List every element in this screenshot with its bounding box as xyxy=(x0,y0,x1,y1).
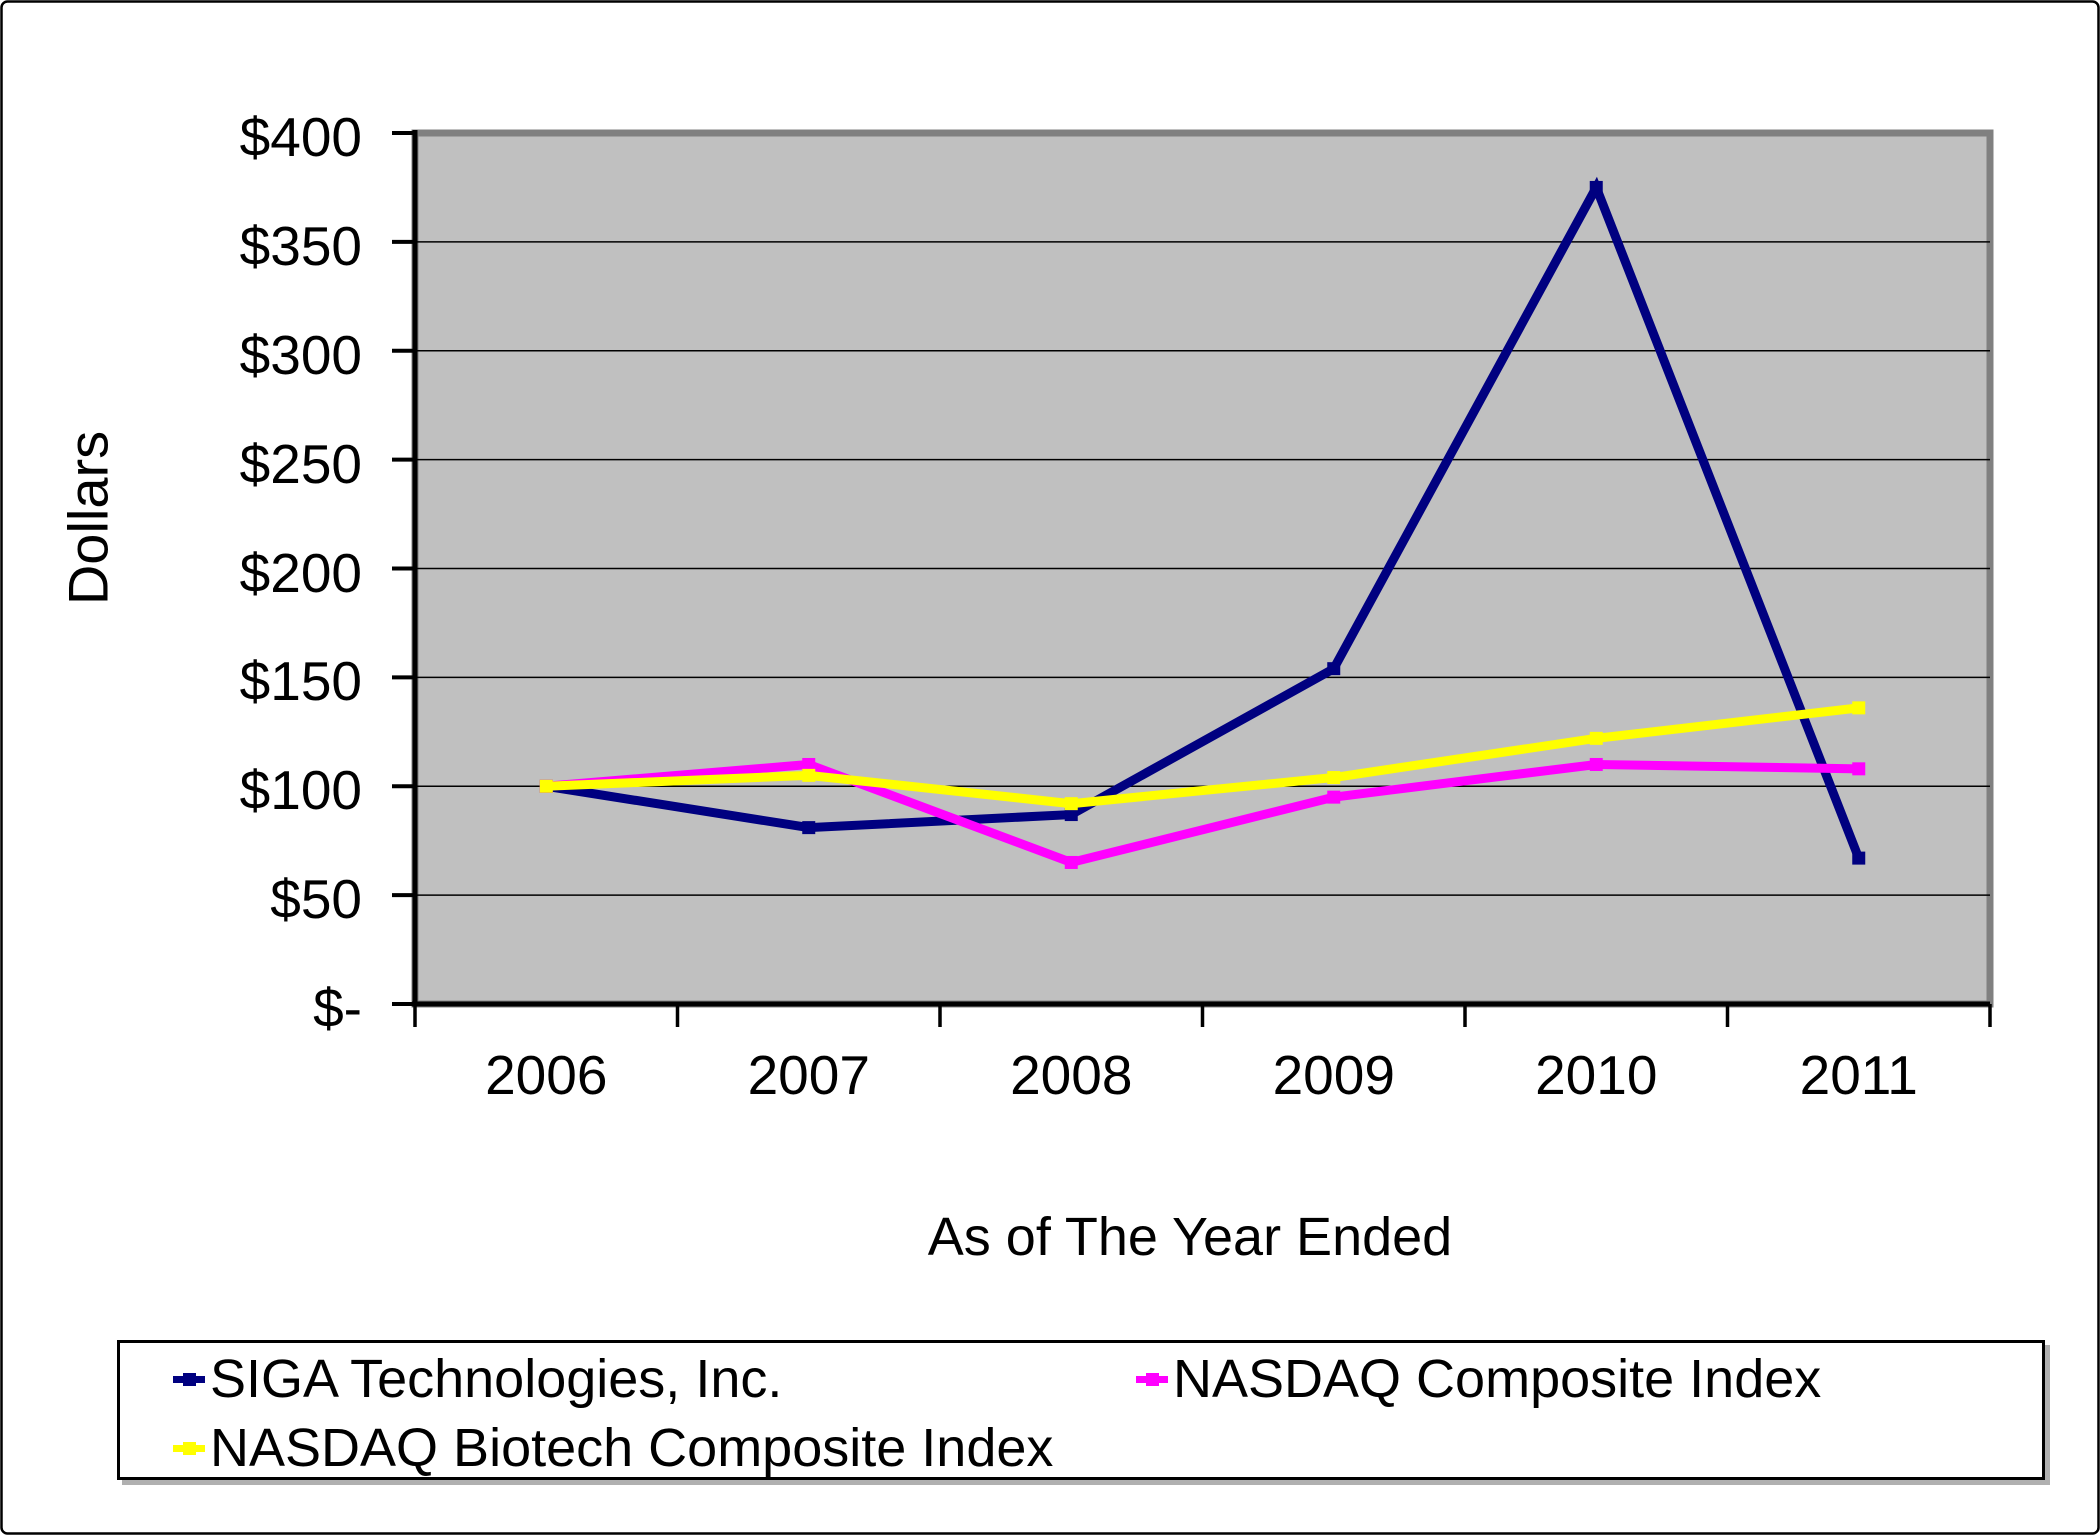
y-axis-title: Dollars xyxy=(56,430,120,606)
data-point-marker xyxy=(1327,662,1341,676)
legend-entry-siga: SIGA Technologies, Inc. xyxy=(173,1351,782,1407)
x-tick-label: 2009 xyxy=(1272,1044,1395,1106)
y-tick-label: $300 xyxy=(239,323,362,386)
x-tick-label: 2007 xyxy=(747,1044,870,1106)
y-tick-label: $150 xyxy=(239,650,362,713)
legend-label-siga: SIGA Technologies, Inc. xyxy=(210,1349,783,1409)
legend-key-siga xyxy=(173,1372,205,1386)
legend-label-nasdaq-biotech: NASDAQ Biotech Composite Index xyxy=(210,1418,1054,1478)
x-tick-label: 2008 xyxy=(1010,1044,1133,1106)
data-point-marker xyxy=(1852,762,1866,776)
y-tick-label: $100 xyxy=(239,759,362,822)
series-line-1 xyxy=(545,759,1859,868)
legend-key-nasdaq-biotech xyxy=(173,1441,205,1455)
series-line-0 xyxy=(545,176,1863,860)
legend-key-nasdaq-composite xyxy=(1136,1372,1168,1386)
legend-entry-nasdaq-composite: NASDAQ Composite Index xyxy=(1136,1351,1821,1407)
data-point-marker xyxy=(539,779,553,793)
data-point-marker xyxy=(1852,701,1866,715)
legend: SIGA Technologies, Inc. NASDAQ Composite… xyxy=(117,1340,2045,1480)
y-tick-label: $400 xyxy=(239,106,362,168)
x-tick-label: 2011 xyxy=(1799,1044,1918,1106)
data-point-marker xyxy=(802,821,816,835)
data-point-marker xyxy=(1589,731,1603,745)
data-point-marker xyxy=(1327,771,1341,785)
x-axis-title: As of The Year Ended xyxy=(927,1207,1453,1267)
data-point-marker xyxy=(1064,808,1078,822)
y-tick-label: $50 xyxy=(270,868,362,931)
legend-entry-nasdaq-biotech: NASDAQ Biotech Composite Index xyxy=(173,1420,1053,1476)
marker-swatch xyxy=(1146,1372,1159,1386)
legend-label-nasdaq-composite: NASDAQ Composite Index xyxy=(1173,1349,1822,1409)
data-point-marker xyxy=(1064,797,1078,811)
data-point-marker xyxy=(1589,180,1603,194)
data-point-marker xyxy=(1589,757,1603,771)
y-tick-label: $250 xyxy=(239,432,362,495)
marker-swatch xyxy=(183,1441,196,1455)
data-point-marker xyxy=(1327,790,1341,804)
data-point-marker xyxy=(802,757,816,771)
y-tick-label: $- xyxy=(313,977,362,1039)
data-point-marker xyxy=(802,768,816,782)
y-tick-label: $200 xyxy=(239,541,362,604)
x-tick-label: 2006 xyxy=(485,1044,608,1106)
data-point-marker xyxy=(1064,855,1078,869)
series-line-2 xyxy=(546,703,1860,809)
marker-swatch xyxy=(183,1372,196,1386)
x-tick-label: 2010 xyxy=(1535,1044,1658,1106)
data-point-marker xyxy=(1852,851,1866,865)
y-tick-label: $350 xyxy=(239,214,362,277)
